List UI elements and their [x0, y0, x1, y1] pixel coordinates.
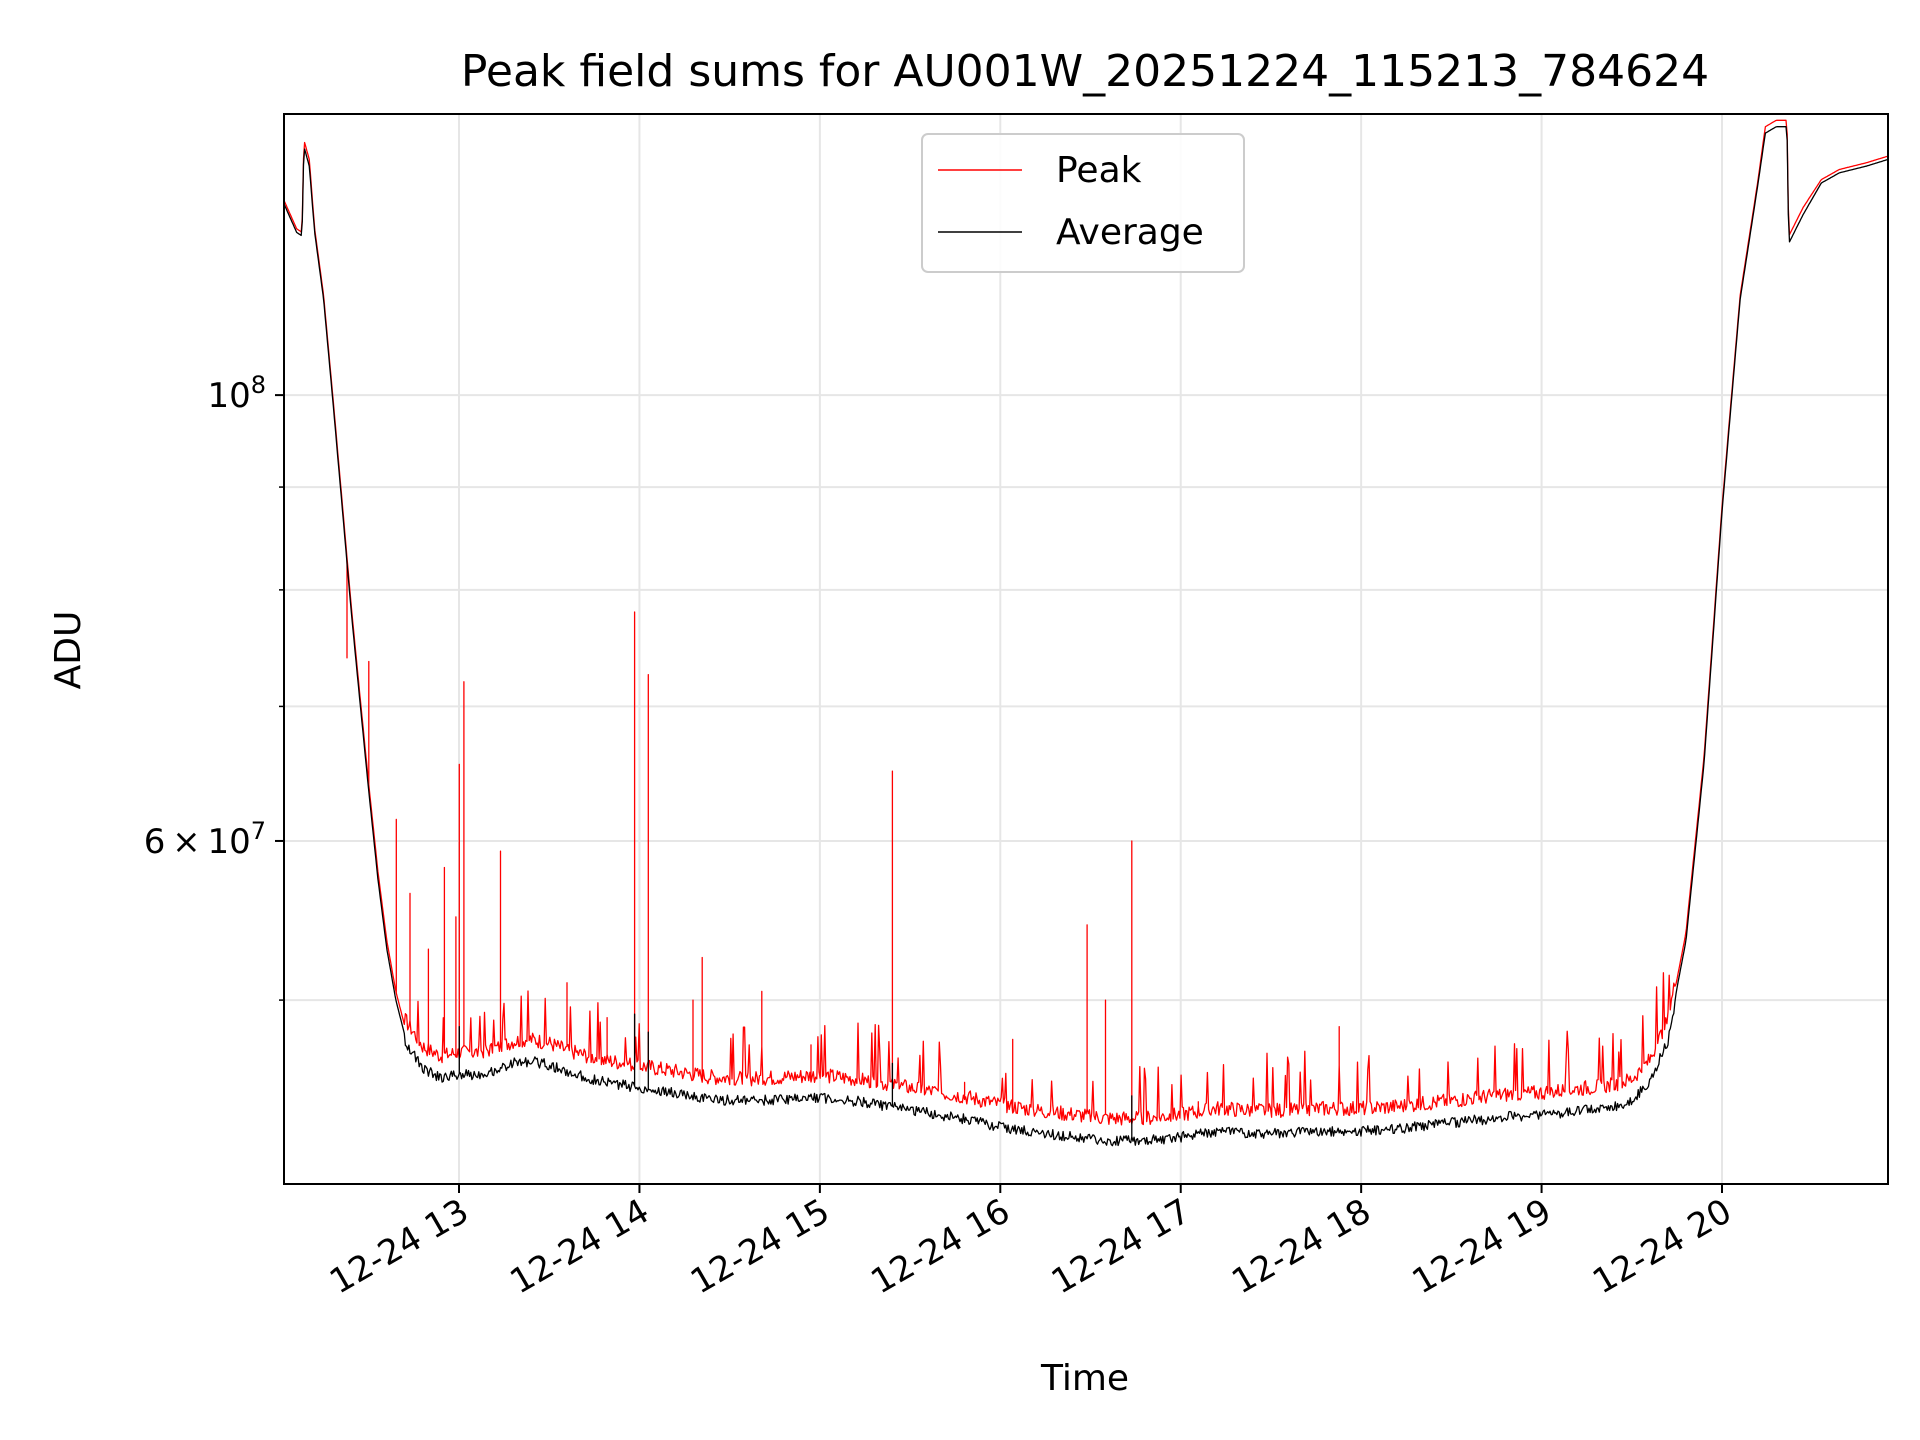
series-line-average — [284, 126, 1888, 1147]
series-line-peak — [284, 119, 1888, 1126]
legend-peak-label: Peak — [1056, 150, 1142, 191]
grid — [284, 114, 1888, 1184]
series-layer — [284, 119, 1888, 1147]
plot-frame — [283, 113, 1889, 1185]
y-tick-label: 6 × 107 — [144, 817, 266, 862]
chart-title: Peak field sums for AU001W_20251224_1152… — [461, 46, 1709, 97]
x-axis-label: Time — [1040, 1358, 1129, 1399]
y-axis: 108 6 × 107 — [144, 371, 284, 1001]
y-tick-label: 108 — [207, 371, 266, 416]
legend-average-label: Average — [1056, 212, 1204, 253]
legend-frame — [921, 133, 1245, 273]
y-axis-label: ADU — [48, 611, 89, 690]
legend: Peak Average — [921, 133, 1245, 273]
plot-area — [284, 119, 1888, 1147]
